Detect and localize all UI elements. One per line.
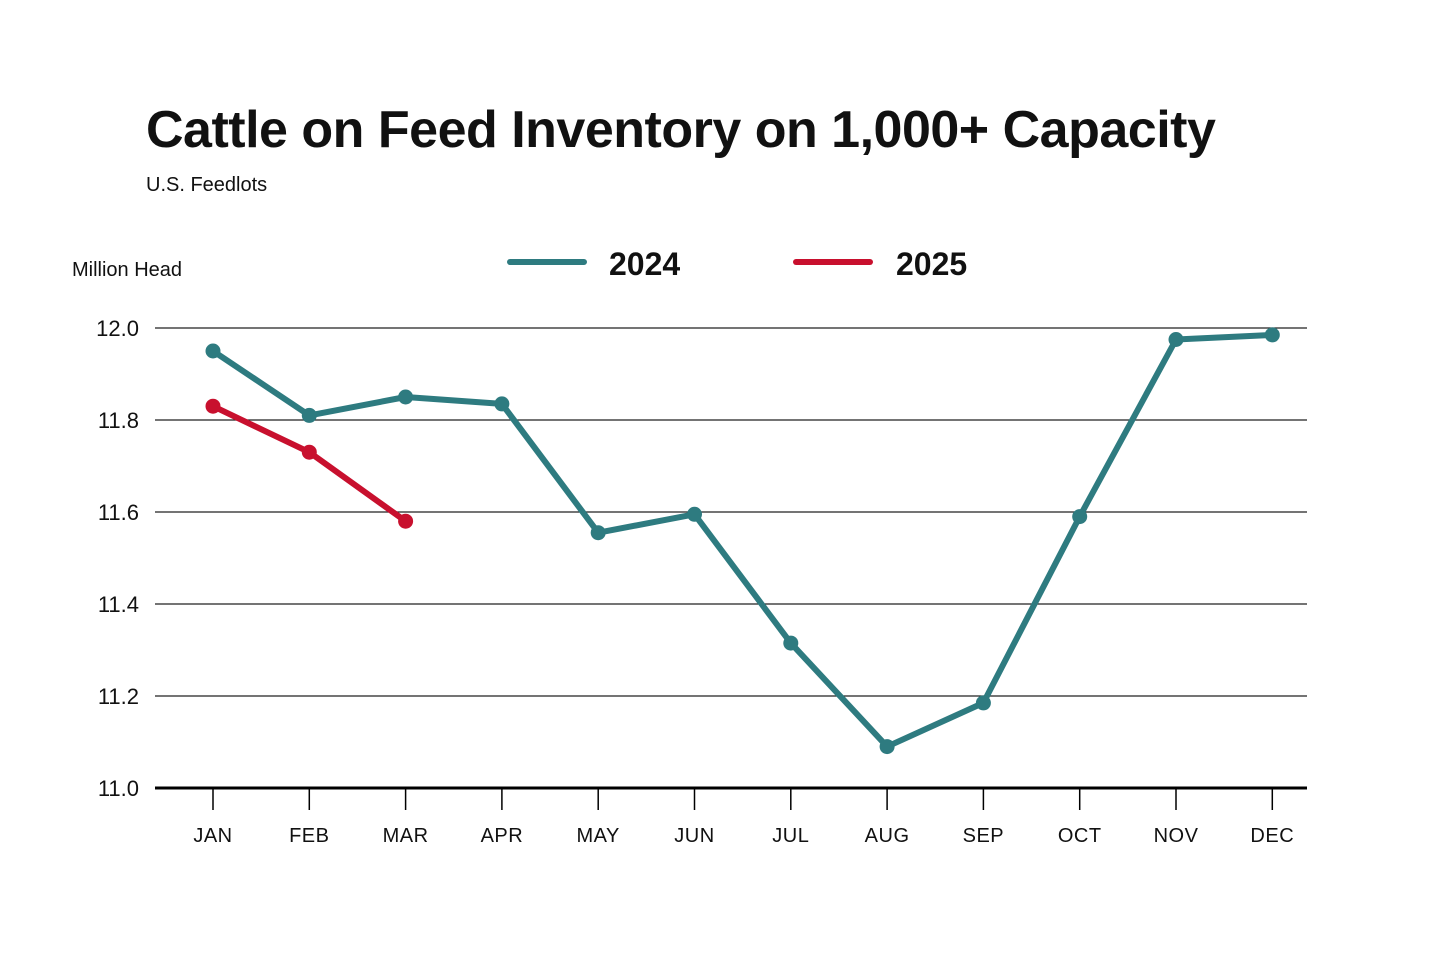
data-point-2024 <box>205 343 221 359</box>
x-tick-label: APR <box>481 825 524 847</box>
x-tick-label: MAY <box>577 825 620 847</box>
data-point-2025 <box>301 444 317 460</box>
legend-label-2025: 2025 <box>896 246 967 282</box>
x-tick-label: JUL <box>772 825 809 847</box>
data-point-2024 <box>494 396 510 412</box>
data-point-2024 <box>687 506 702 522</box>
data-point-2024 <box>301 407 317 423</box>
chart-title: Cattle on Feed Inventory on 1,000+ Capac… <box>146 101 1216 159</box>
y-tick-label: 12.0 <box>96 316 139 341</box>
gridlines <box>155 327 1307 790</box>
series-line-2025 <box>210 403 409 525</box>
data-point-2024 <box>1264 327 1280 343</box>
x-axis: JAN FEB MAR APR MAY JUN JUL AUG SEP OCT NOV DEC <box>193 788 1294 847</box>
y-tick-label: 11.0 <box>98 776 139 801</box>
x-tick-label: DEC <box>1250 825 1294 847</box>
data-point-2025 <box>205 398 221 414</box>
x-tick-label: NOV <box>1154 825 1199 847</box>
y-tick-label: 11.6 <box>98 500 139 525</box>
y-tick-label: 11.2 <box>98 684 139 709</box>
data-point-2024 <box>783 635 799 651</box>
y-tick-label: 11.8 <box>98 408 139 433</box>
data-point-2024 <box>879 739 895 755</box>
series-line-2024 <box>210 331 1276 750</box>
x-tick-label: JUN <box>674 825 714 847</box>
x-tick-label: MAR <box>383 825 429 847</box>
data-point-2024 <box>398 389 414 405</box>
x-tick-label: OCT <box>1058 825 1102 847</box>
data-point-2024 <box>975 695 991 711</box>
chart-subtitle: U.S. Feedlots <box>146 174 268 196</box>
y-axis-ticks: 11.0 11.2 11.4 11.6 11.8 12.0 <box>96 316 139 801</box>
legend: 2024 2025 <box>507 246 967 282</box>
x-tick-label: AUG <box>865 825 910 847</box>
x-tick-label: JAN <box>193 825 232 847</box>
y-axis-label: Million Head <box>72 259 182 281</box>
legend-label-2024: 2024 <box>609 246 680 282</box>
y-tick-label: 11.4 <box>98 592 139 617</box>
x-tick-label: FEB <box>289 825 329 847</box>
data-point-2025 <box>398 513 414 529</box>
data-point-2024 <box>1072 509 1088 525</box>
x-tick-label: SEP <box>963 825 1005 847</box>
data-point-2024 <box>1168 332 1184 347</box>
data-point-2024 <box>590 525 606 541</box>
series-lines <box>205 327 1280 755</box>
